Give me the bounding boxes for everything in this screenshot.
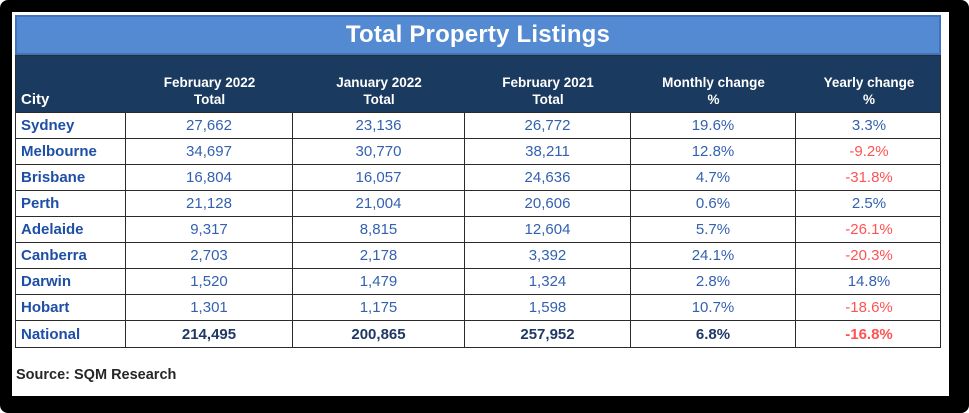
value-cell: 2,178: [293, 243, 465, 268]
value-cell: 3.3%: [851, 117, 887, 134]
value-cell: 1,301: [126, 295, 293, 320]
column-header-january-2022: January 2022 Total: [293, 56, 465, 112]
value-cell: -20.3%: [845, 247, 893, 264]
table-row-national-total: National 214,495 200,865 257,952 6.8% -1…: [16, 321, 940, 347]
table-row: Perth 21,128 21,004 20,606 0.6% 2.5%: [16, 191, 940, 217]
value-cell: 23,136: [293, 113, 465, 138]
table-body: Sydney 27,662 23,136 26,772 19.6% 3.3% M…: [15, 112, 941, 348]
table-title-bar: Total Property Listings: [15, 15, 941, 55]
value-cell: 26,772: [465, 113, 631, 138]
value-cell: 0.6%: [631, 191, 796, 216]
value-cell: 2.5%: [851, 195, 887, 212]
header-line: Total: [532, 92, 564, 107]
value-cell: 10.7%: [631, 295, 796, 320]
value-cell: 30,770: [293, 139, 465, 164]
value-cell: 16,057: [293, 165, 465, 190]
value-cell: 1,175: [293, 295, 465, 320]
value-cell: 3,392: [465, 243, 631, 268]
table-title: Total Property Listings: [345, 21, 611, 48]
column-header-february-2021: February 2021 Total: [465, 56, 631, 112]
header-line: City: [21, 91, 50, 108]
city-cell: Canberra: [16, 243, 126, 268]
value-cell: 24,636: [465, 165, 631, 190]
value-cell: 1,324: [465, 269, 631, 294]
value-cell: -9.2%: [849, 143, 889, 160]
header-line: %: [862, 92, 875, 107]
city-cell: Hobart: [16, 295, 126, 320]
value-cell: 2,703: [126, 243, 293, 268]
city-cell: Sydney: [16, 113, 126, 138]
value-cell: -31.8%: [845, 169, 893, 186]
value-cell: 16,804: [126, 165, 293, 190]
value-cell: 14.8%: [847, 273, 891, 290]
value-cell: -26.1%: [845, 221, 893, 238]
header-line: Yearly change: [823, 75, 915, 90]
column-header-february-2022: February 2022 Total: [126, 56, 293, 112]
table-header-row: City February 2022 Total January 2022 To…: [15, 55, 941, 112]
city-cell: National: [16, 321, 126, 347]
column-header-yearly-change: Yearly change %: [796, 56, 942, 112]
city-cell: Adelaide: [16, 217, 126, 242]
property-listings-table: Total Property Listings City February 20…: [15, 15, 941, 348]
value-cell: 5.7%: [631, 217, 796, 242]
value-cell: 4.7%: [631, 165, 796, 190]
table-row: Adelaide 9,317 8,815 12,604 5.7% -26.1%: [16, 217, 940, 243]
value-cell: 1,598: [465, 295, 631, 320]
city-cell: Melbourne: [16, 139, 126, 164]
city-cell: Darwin: [16, 269, 126, 294]
value-cell: 257,952: [465, 321, 631, 347]
value-cell: 21,128: [126, 191, 293, 216]
value-cell: 12,604: [465, 217, 631, 242]
table-row: Darwin 1,520 1,479 1,324 2.8% 14.8%: [16, 269, 940, 295]
table-row: Canberra 2,703 2,178 3,392 24.1% -20.3%: [16, 243, 940, 269]
value-cell: 8,815: [293, 217, 465, 242]
column-header-city: City: [16, 56, 126, 112]
column-header-monthly-change: Monthly change %: [631, 56, 796, 112]
value-cell: 34,697: [126, 139, 293, 164]
value-cell: 200,865: [293, 321, 465, 347]
value-cell: 2.8%: [631, 269, 796, 294]
header-line: February 2021: [502, 75, 594, 90]
value-cell: 27,662: [126, 113, 293, 138]
value-cell: 19.6%: [631, 113, 796, 138]
value-cell: 214,495: [126, 321, 293, 347]
source-attribution: Source: SQM Research: [16, 367, 177, 383]
header-line: Monthly change: [662, 75, 765, 90]
value-cell: 1,479: [293, 269, 465, 294]
header-line: January 2022: [336, 75, 422, 90]
city-cell: Brisbane: [16, 165, 126, 190]
value-cell: 9,317: [126, 217, 293, 242]
table-row: Sydney 27,662 23,136 26,772 19.6% 3.3%: [16, 113, 940, 139]
city-cell: Perth: [16, 191, 126, 216]
value-cell: 24.1%: [631, 243, 796, 268]
table-row: Melbourne 34,697 30,770 38,211 12.8% -9.…: [16, 139, 940, 165]
table-row: Brisbane 16,804 16,057 24,636 4.7% -31.8…: [16, 165, 940, 191]
header-line: %: [707, 92, 720, 107]
header-line: February 2022: [163, 75, 256, 90]
value-cell: 6.8%: [631, 321, 796, 347]
header-line: Total: [363, 92, 395, 107]
value-cell: 20,606: [465, 191, 631, 216]
value-cell: 38,211: [465, 139, 631, 164]
value-cell: -16.8%: [845, 325, 893, 343]
table-row: Hobart 1,301 1,175 1,598 10.7% -18.6%: [16, 295, 940, 321]
value-cell: 12.8%: [631, 139, 796, 164]
header-line: Total: [193, 92, 226, 107]
value-cell: 21,004: [293, 191, 465, 216]
value-cell: -18.6%: [845, 299, 893, 316]
value-cell: 1,520: [126, 269, 293, 294]
